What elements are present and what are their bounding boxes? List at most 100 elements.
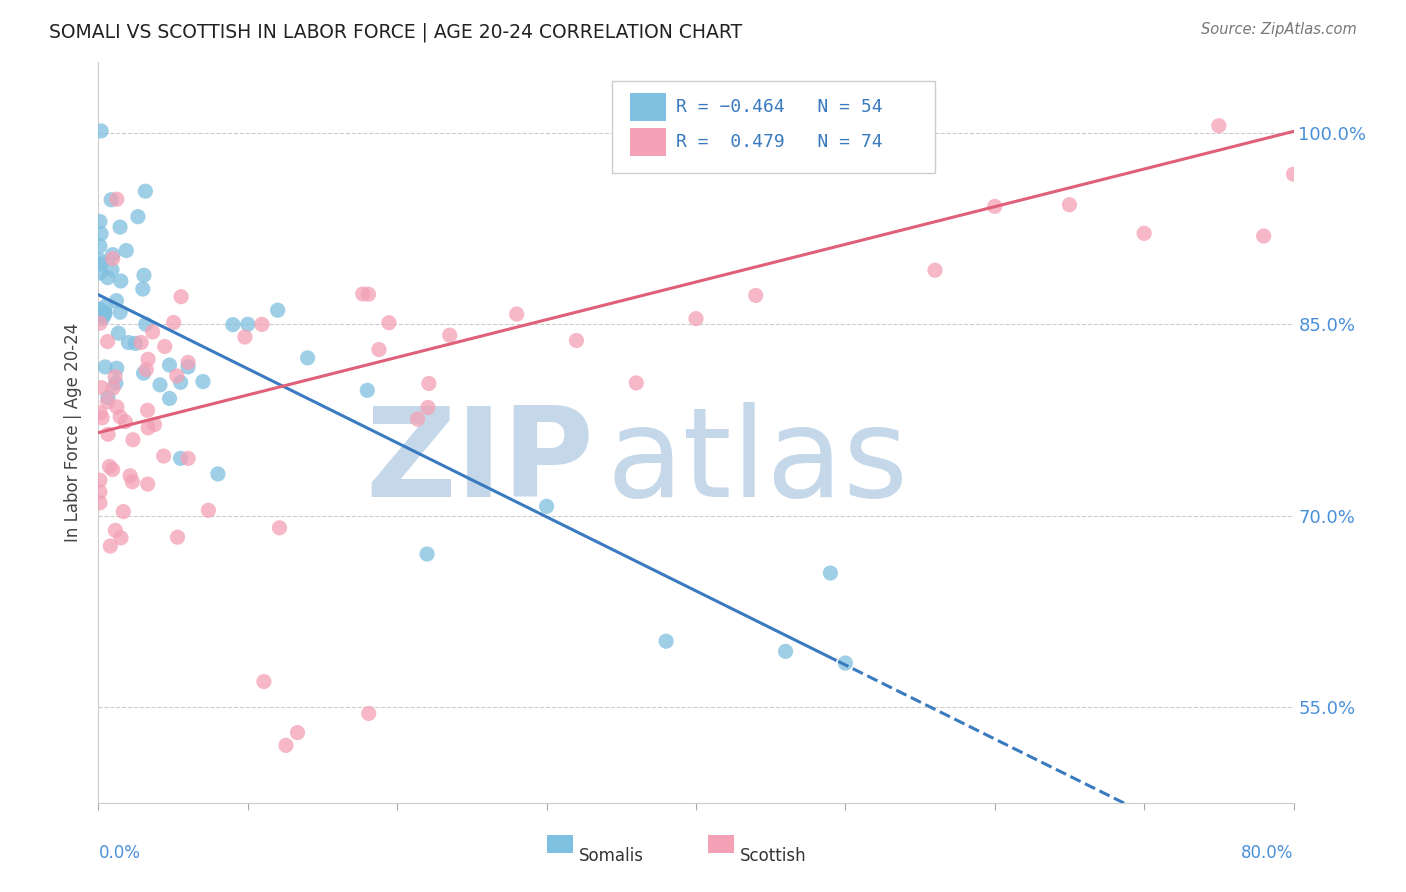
Bar: [547, 835, 572, 853]
Point: [1133, 227, 1156, 241]
Point: [89, 484, 111, 499]
Point: [253, 674, 276, 689]
Text: R = −0.464   N = 54: R = −0.464 N = 54: [676, 98, 883, 116]
Point: [97, 390, 120, 404]
Point: [834, 112, 856, 127]
Point: [90, 124, 112, 138]
Point: [98, 459, 121, 474]
Point: [745, 288, 768, 302]
Point: [166, 530, 188, 544]
Point: [506, 307, 529, 321]
Point: [536, 500, 558, 514]
Point: [110, 531, 132, 545]
Point: [685, 311, 707, 326]
Point: [1208, 119, 1230, 133]
Point: [775, 644, 797, 658]
Point: [166, 368, 188, 383]
Point: [101, 262, 124, 277]
Point: [90, 381, 112, 395]
Point: [110, 274, 132, 288]
Point: [418, 376, 440, 391]
Point: [655, 634, 678, 648]
Point: [108, 409, 131, 424]
Text: Somalis: Somalis: [579, 847, 644, 865]
Point: [89, 406, 111, 420]
Point: [127, 210, 149, 224]
Point: [169, 376, 191, 390]
Point: [129, 335, 152, 350]
Point: [378, 316, 401, 330]
Point: [94, 359, 117, 374]
Point: [105, 293, 128, 308]
Point: [100, 193, 122, 207]
Point: [90, 227, 112, 241]
Text: ZIP: ZIP: [366, 401, 595, 523]
Point: [112, 505, 135, 519]
Point: [233, 330, 256, 344]
Point: [267, 303, 290, 318]
Point: [143, 417, 166, 432]
Bar: [709, 835, 734, 853]
Point: [149, 377, 172, 392]
Point: [357, 706, 380, 721]
Point: [1298, 120, 1320, 134]
Point: [89, 302, 111, 317]
Point: [94, 307, 117, 321]
Point: [274, 739, 297, 753]
Point: [89, 266, 111, 280]
Point: [105, 361, 128, 376]
Point: [357, 287, 380, 301]
Point: [177, 451, 200, 466]
Point: [134, 184, 156, 198]
Point: [191, 375, 214, 389]
Point: [1312, 112, 1334, 127]
Point: [177, 355, 200, 369]
Point: [104, 524, 127, 538]
Point: [124, 336, 146, 351]
Point: [207, 467, 229, 481]
Point: [626, 376, 648, 390]
Text: 80.0%: 80.0%: [1241, 844, 1294, 862]
Point: [136, 352, 159, 367]
Text: Scottish: Scottish: [740, 847, 807, 865]
Point: [132, 366, 155, 380]
Point: [197, 503, 219, 517]
Point: [169, 451, 191, 466]
Point: [159, 358, 181, 372]
Point: [135, 362, 157, 376]
Point: [170, 290, 193, 304]
Point: [101, 248, 124, 262]
Point: [98, 539, 121, 553]
Point: [834, 656, 856, 670]
Point: [90, 257, 112, 271]
Text: R =  0.479   N = 74: R = 0.479 N = 74: [676, 134, 883, 152]
Text: Source: ZipAtlas.com: Source: ZipAtlas.com: [1201, 22, 1357, 37]
Point: [250, 318, 273, 332]
Point: [105, 400, 128, 414]
Point: [152, 449, 174, 463]
Point: [89, 496, 111, 510]
Point: [287, 725, 309, 739]
Point: [368, 343, 391, 357]
Point: [153, 339, 176, 353]
Point: [97, 427, 120, 442]
Point: [94, 305, 117, 319]
Point: [236, 318, 259, 332]
Bar: [630, 128, 666, 156]
Point: [117, 335, 139, 350]
Point: [90, 253, 112, 268]
Point: [101, 462, 124, 476]
Point: [984, 199, 1007, 213]
Point: [89, 214, 111, 228]
Point: [924, 263, 946, 277]
Point: [356, 384, 378, 398]
Point: [93, 308, 115, 322]
Point: [108, 220, 131, 235]
Point: [269, 521, 291, 535]
Bar: [630, 93, 666, 121]
Point: [104, 376, 127, 391]
Point: [135, 317, 157, 331]
Point: [105, 192, 128, 206]
Point: [1059, 198, 1081, 212]
Point: [222, 318, 245, 332]
